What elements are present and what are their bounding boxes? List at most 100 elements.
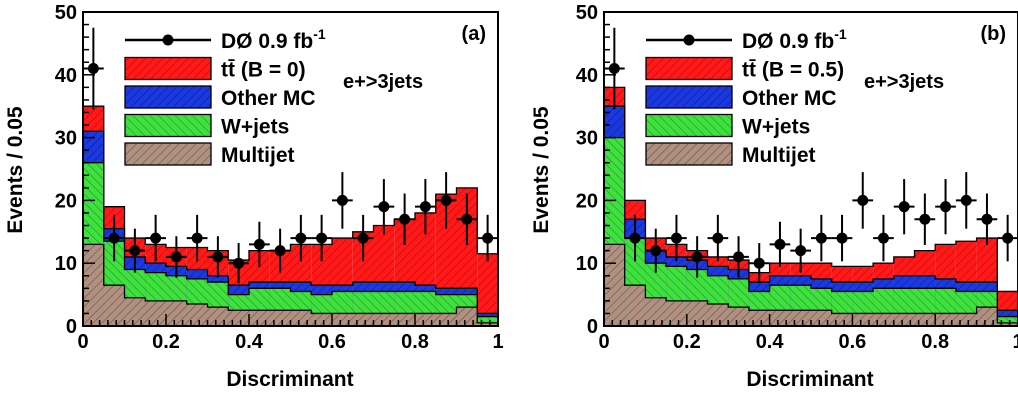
- multijet-bar: [394, 313, 415, 326]
- data-point: [728, 236, 749, 278]
- multijet-bar: [604, 244, 625, 326]
- multijet-bar: [207, 307, 229, 326]
- data-point: [145, 214, 166, 262]
- data-point-marker: [1002, 232, 1014, 244]
- data-point-marker: [399, 213, 411, 225]
- multijet-bar: [976, 307, 998, 326]
- legend-multijet-swatch: [124, 142, 212, 166]
- other_mc-outline: [83, 130, 498, 326]
- data-point-marker: [753, 257, 765, 269]
- other_mc-outline: [604, 105, 1018, 326]
- data-point-marker: [795, 245, 807, 257]
- chart-panel-b: 0 10 20 30 40 50 0 0.2 0.4 0.6 0.8 1 Discriminant Eve…: [530, 2, 1018, 391]
- data-point-marker: [836, 232, 848, 244]
- data-point-marker: [212, 251, 224, 263]
- multijet-bar: [769, 310, 791, 326]
- multijet-bar: [914, 313, 936, 326]
- data-point: [831, 214, 853, 262]
- multijet-bar: [624, 285, 646, 326]
- legend-data-text: DØ 0.9 fb: [742, 30, 834, 53]
- data-point-marker: [336, 194, 348, 206]
- y-tick-label: 20: [576, 190, 598, 212]
- data-point-marker: [981, 213, 993, 225]
- plot-area: [604, 27, 1018, 326]
- data-point-marker: [419, 201, 431, 213]
- data-point: [477, 214, 498, 262]
- y-tick-label: 10: [55, 253, 77, 275]
- y-axis-label: Events / 0.05: [530, 106, 553, 234]
- data-point-marker: [691, 251, 703, 263]
- legend-multijet-label: Multijet: [742, 144, 816, 167]
- data-point-marker: [191, 232, 203, 244]
- data-point-marker: [608, 63, 620, 75]
- data-point: [811, 214, 832, 262]
- multijet-bar: [893, 313, 915, 326]
- legend-data-label: DØ 0.9 fb-1: [221, 26, 326, 53]
- data-point: [435, 172, 457, 229]
- data-point-marker: [919, 213, 931, 225]
- multijet-bar: [373, 313, 395, 326]
- multijet-bar: [332, 313, 353, 326]
- y-tick-label: 20: [55, 190, 77, 212]
- legend-other-mc-swatch: [645, 85, 733, 109]
- legend: DØ 0.9 fb-1 tt̄ (B = 0.5) Other MC W+jets Mu…: [645, 26, 847, 167]
- wjets-bar: [997, 316, 1018, 326]
- data-point: [604, 27, 625, 110]
- data-point-marker: [170, 251, 182, 263]
- legend-wjets-swatch: [124, 113, 212, 138]
- legend-multijet-swatch: [645, 142, 733, 166]
- data-point-marker: [233, 257, 245, 269]
- legend-ttbar-swatch: [645, 56, 733, 81]
- y-tick-label: 40: [55, 65, 77, 87]
- legend-data-sup: -1: [313, 26, 326, 42]
- legend-wjets-label: W+jets: [742, 116, 810, 139]
- legend-data-marker: [683, 34, 695, 46]
- x-tick-label: 0.8: [921, 331, 949, 353]
- data-point-marker: [357, 232, 369, 244]
- data-point-marker: [712, 232, 724, 244]
- legend-data-marker: [162, 34, 174, 46]
- data-point-marker: [129, 245, 141, 257]
- data-point: [269, 228, 291, 273]
- data-point: [103, 214, 125, 262]
- data-point: [166, 236, 187, 278]
- data-point: [456, 193, 478, 245]
- legend-other-mc-swatch: [124, 85, 212, 109]
- data-point-marker: [440, 194, 452, 206]
- data-point-marker: [940, 201, 952, 213]
- data-point-marker: [650, 245, 662, 257]
- multijet-bar: [186, 304, 208, 326]
- ttbar-outline: [604, 86, 1018, 326]
- data-point-marker: [815, 232, 827, 244]
- multijet-bar: [790, 310, 811, 326]
- data-point: [914, 193, 936, 245]
- y-tick-label: 50: [576, 2, 598, 24]
- legend-wjets-swatch: [645, 113, 733, 138]
- data-point: [228, 243, 249, 284]
- multijet-bar: [435, 313, 457, 326]
- data-point-marker: [960, 194, 972, 206]
- channel-annotation: e+>3jets: [343, 71, 423, 93]
- legend-wjets-label: W+jets: [221, 116, 289, 139]
- x-tick-label: 0: [77, 331, 88, 353]
- data-point: [415, 179, 436, 235]
- legend-other-mc-label: Other MC: [742, 87, 837, 110]
- data-point: [373, 179, 395, 235]
- y-axis-label: Events / 0.05: [4, 106, 27, 234]
- y-tick-label: 10: [576, 253, 598, 275]
- plot-area: [83, 27, 498, 326]
- multijet-bar: [103, 285, 125, 326]
- data-point: [645, 228, 667, 273]
- multijet-bar: [249, 310, 270, 326]
- multijet-bar: [456, 307, 478, 326]
- data-point: [893, 179, 915, 235]
- x-tick-label: 0: [598, 331, 609, 353]
- data-point: [790, 228, 811, 273]
- x-axis-label: Discriminant: [746, 368, 873, 391]
- legend: DØ 0.9 fb-1 tt̄ (B = 0) Other MC W+jets Mult…: [124, 26, 326, 167]
- multijet-bar: [124, 297, 146, 326]
- multijet-bar: [228, 310, 249, 326]
- x-tick-label: 0.6: [318, 331, 346, 353]
- x-tick-label: 0.4: [756, 331, 785, 353]
- legend-ttbar-label: tt̄ (B = 0.5): [742, 59, 844, 82]
